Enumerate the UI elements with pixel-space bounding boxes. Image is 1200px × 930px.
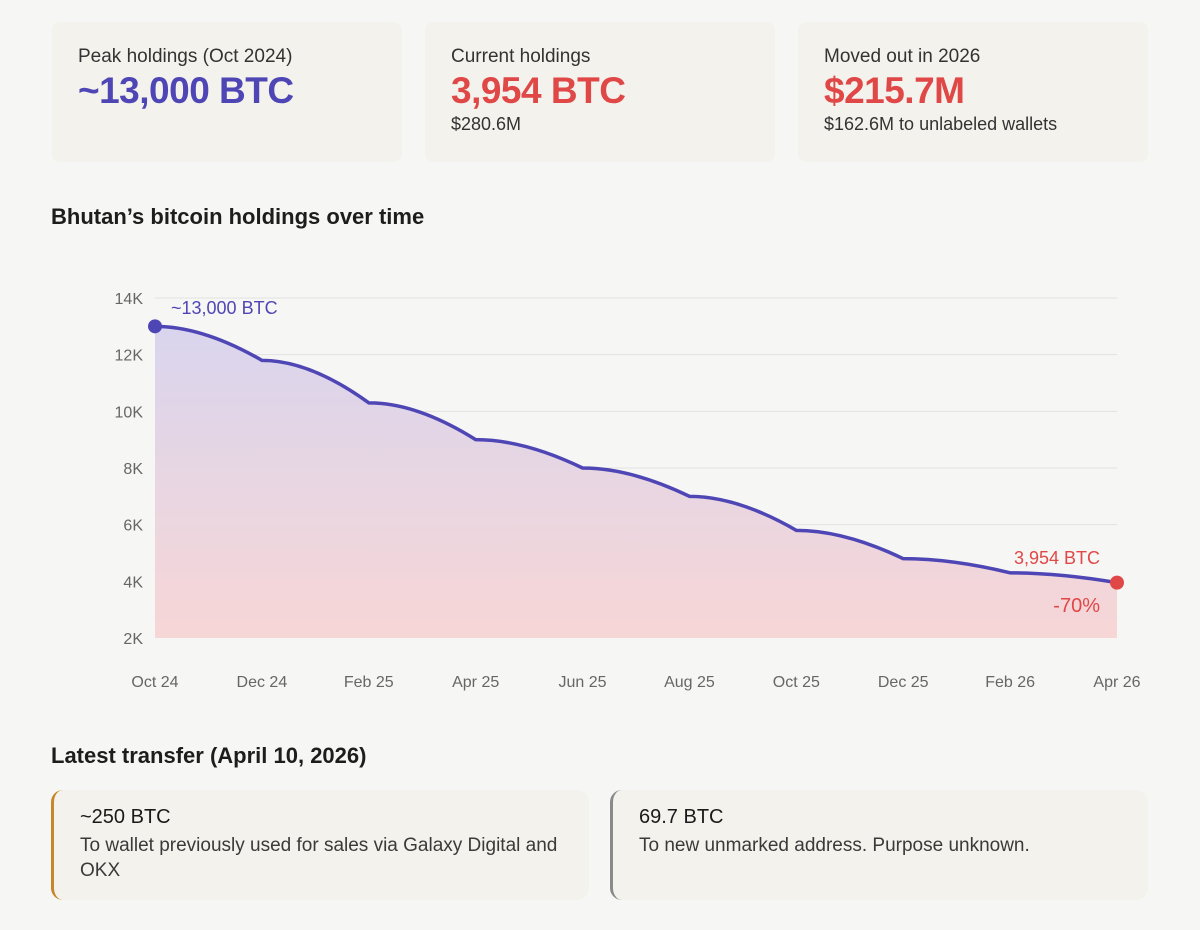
stat-label: Moved out in 2026 [824, 46, 981, 67]
x-tick-label: Apr 26 [1093, 674, 1140, 691]
y-tick-label: 10K [115, 404, 144, 421]
x-tick-label: Jun 25 [559, 674, 607, 691]
end-annotation: 3,954 BTC [1014, 548, 1100, 568]
x-tick-label: Oct 24 [131, 674, 178, 691]
y-tick-label: 12K [115, 348, 144, 365]
x-tick-label: Oct 25 [773, 674, 820, 691]
area-fill [155, 326, 1117, 638]
stat-label: Peak holdings (Oct 2024) [78, 46, 293, 67]
stat-label: Current holdings [451, 46, 591, 67]
y-tick-label: 6K [123, 518, 143, 535]
chart-title: Bhutan’s bitcoin holdings over time [51, 204, 425, 229]
x-tick-label: Feb 25 [344, 674, 394, 691]
x-tick-label: Apr 25 [452, 674, 499, 691]
stat-card-moved-out: Moved out in 2026 $215.7M $162.6M to unl… [798, 22, 1148, 162]
change-annotation: -70% [1053, 595, 1100, 617]
stat-sub: $162.6M to unlabeled wallets [824, 114, 1058, 134]
transfer-desc: To wallet previously used for sales via … [80, 835, 558, 881]
stat-card-current: Current holdings 3,954 BTC $280.6M [425, 22, 775, 162]
y-tick-label: 4K [123, 574, 143, 591]
stat-value: ~13,000 BTC [78, 70, 294, 111]
transfer-title: Latest transfer (April 10, 2026) [51, 743, 367, 768]
x-tick-label: Dec 25 [878, 674, 929, 691]
series-line [154, 324, 1118, 585]
y-tick-label: 8K [123, 461, 143, 478]
transfer-card: ~250 BTC To wallet previously used for s… [51, 790, 589, 900]
x-tick-label: Aug 25 [664, 674, 715, 691]
stat-value: $215.7M [824, 70, 965, 111]
stat-card-peak: Peak holdings (Oct 2024) ~13,000 BTC [52, 22, 402, 162]
transfer-amount: ~250 BTC [80, 806, 171, 828]
transfer-card: 69.7 BTC To new unmarked address. Purpos… [610, 790, 1148, 900]
x-tick-label: Dec 24 [237, 674, 288, 691]
y-tick-label: 2K [123, 631, 143, 648]
y-tick-label: 14K [115, 291, 144, 308]
x-tick-label: Feb 26 [985, 674, 1035, 691]
stat-value: 3,954 BTC [451, 70, 626, 111]
holdings-chart: 2K 4K 6K 8K 10K 12K 14K Oct 24 Dec 24 Feb 25 Apr 2… [115, 291, 1141, 691]
transfer-amount: 69.7 BTC [639, 806, 724, 828]
start-point [148, 319, 162, 334]
transfer-desc: To new unmarked address. Purpose unknown… [639, 835, 1030, 856]
stat-sub: $280.6M [451, 114, 522, 134]
start-annotation: ~13,000 BTC [171, 298, 278, 318]
end-point [1110, 575, 1124, 590]
